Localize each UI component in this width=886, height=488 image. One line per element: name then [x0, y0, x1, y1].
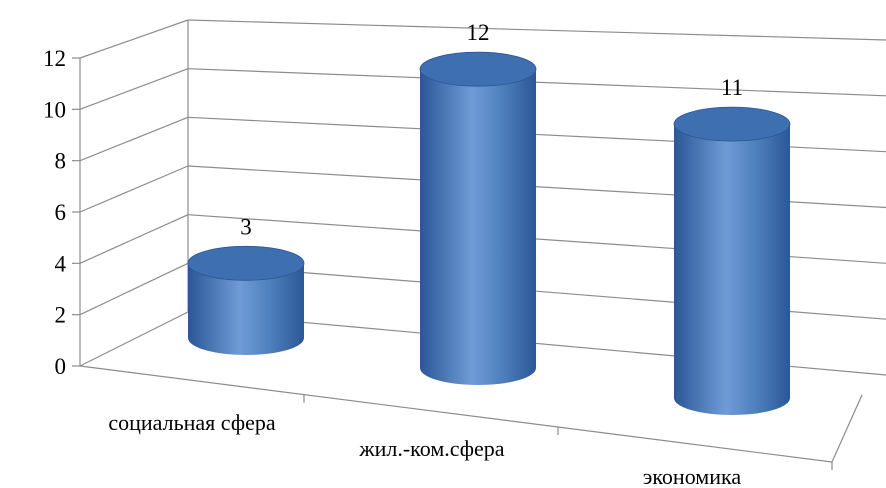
category-labels: социальная сфера жил.-ком.сфера экономика — [108, 410, 741, 488]
x-axis-line — [79, 365, 833, 463]
y-tick-label: 6 — [55, 200, 67, 225]
data-label: 3 — [240, 214, 252, 239]
bar-top — [187, 245, 305, 281]
y-axis-ticks: 0 2 4 6 8 10 12 — [43, 46, 80, 379]
bars — [187, 51, 791, 415]
data-label: 11 — [721, 75, 743, 100]
gridline-side — [79, 165, 189, 213]
y-tick-label: 10 — [43, 97, 66, 122]
bar-body — [420, 69, 536, 385]
bar-top — [673, 106, 791, 142]
category-label: жил.-ком.сфера — [358, 436, 504, 461]
bar — [419, 51, 537, 385]
y-tick-label: 8 — [55, 149, 67, 174]
gridline — [187, 68, 886, 97]
gridline-side — [79, 116, 189, 162]
bar — [187, 245, 305, 355]
gridline — [187, 19, 886, 41]
category-label: экономика — [643, 464, 741, 488]
gridline-side — [79, 214, 189, 264]
gridline-side — [79, 68, 189, 110]
gridline-side — [79, 19, 189, 59]
bar-top — [419, 51, 537, 87]
gridline-side — [79, 311, 189, 367]
bar-body — [674, 124, 790, 415]
floor-right-edge — [831, 394, 863, 463]
gridline-side — [79, 262, 189, 316]
category-label: социальная сфера — [108, 410, 275, 435]
data-label: 12 — [467, 20, 490, 45]
y-tick-label: 4 — [55, 251, 67, 276]
data-labels: 3 12 11 — [240, 20, 743, 239]
y-tick-label: 0 — [55, 354, 67, 379]
bar — [673, 106, 791, 415]
bar-body — [188, 263, 304, 355]
y-tick-label: 2 — [55, 303, 67, 328]
gridlines — [79, 19, 886, 376]
y-tick-label: 12 — [43, 46, 66, 71]
